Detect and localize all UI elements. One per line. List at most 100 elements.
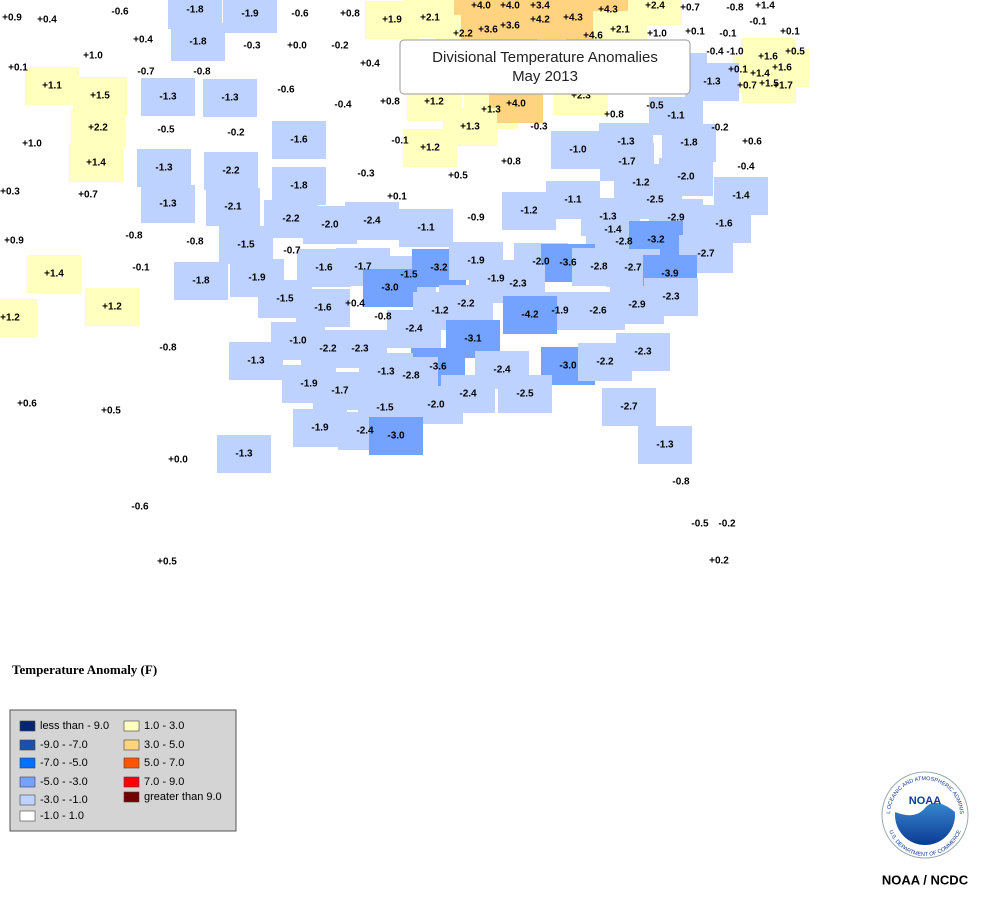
title-frame [399,39,691,95]
division-label: +0.5 [448,171,468,182]
division-label: -0.1 [749,17,767,28]
division-label: +1.0 [83,51,103,62]
division-label: -1.3 [656,440,674,451]
division-label: -1.3 [617,137,635,148]
legend-label: greater than 9.0 [144,791,222,803]
division-tile [387,310,441,348]
division-label: +3.6 [500,21,520,32]
division-label: +1.6 [772,63,792,74]
legend-title: Temperature Anomaly (F) [12,662,157,677]
division-label: -3.6 [429,362,447,373]
division-label: +4.3 [598,5,618,16]
division-tile [272,167,326,205]
division-tile [171,23,225,61]
division-label: -1.1 [417,223,435,234]
division-label: +0.1 [8,63,28,74]
division-tile [71,109,125,147]
division-label: +0.8 [380,97,400,108]
division-label: -2.7 [620,402,638,413]
division-label: -1.3 [377,367,395,378]
legend-label: less than - 9.0 [40,720,109,732]
division-label: -0.7 [137,67,155,78]
division-label: +1.0 [647,29,667,40]
division-label: +2.1 [610,25,630,36]
division-label: -2.7 [624,263,642,274]
logo-name: NOAA [909,795,941,807]
division-tile [140,543,194,581]
division-label: -1.8 [186,5,204,16]
legend-label: -9.0 - -7.0 [40,739,88,751]
division-label: +1.2 [424,97,444,108]
division-tile [20,1,74,39]
division-label: -2.2 [282,214,300,225]
division-label: +1.4 [44,269,64,280]
division-label: -1.7 [618,157,636,168]
division-label: -1.9 [241,9,259,20]
division-label: -1.0 [569,145,587,156]
legend-swatch [123,757,140,769]
division-label: -1.3 [235,449,253,460]
division-label: +2.4 [645,1,665,12]
division-label: +1.2 [420,143,440,154]
division-tile [343,45,397,83]
division-tile [168,223,222,261]
division-tile [73,77,127,115]
division-label: -3.6 [559,258,577,269]
division-label: -2.0 [427,400,445,411]
division-tile [209,114,263,152]
division-tile [692,542,746,580]
division-label: +0.0 [287,41,307,52]
division-label: +4.0 [471,1,491,12]
division-label: -1.8 [290,181,308,192]
division-tile [654,463,708,501]
division-tile [0,222,41,260]
division-label: -0.2 [718,519,736,530]
division-label: -1.5 [376,403,394,414]
division-label: -0.1 [132,263,150,274]
division-label: -0.2 [711,123,729,134]
division-label: -2.8 [590,262,608,273]
division-label: -2.4 [363,216,381,227]
division-tile [137,149,191,187]
division-label: -1.3 [159,199,177,210]
division-label: -2.2 [457,299,475,310]
division-label: -1.1 [564,195,582,206]
division-label: +4.2 [530,15,550,26]
division-label: +0.6 [742,137,762,148]
legend-label: -3.0 - -1.0 [40,794,88,806]
title-line2: May 2013 [512,68,578,85]
division-label: +0.1 [685,27,705,38]
division-label: -2.2 [319,344,337,355]
legend-label: 1.0 - 3.0 [144,720,184,732]
division-label: -1.9 [311,423,329,434]
division-label: -1.8 [680,138,698,149]
division-tile [0,299,37,337]
division-label: +0.7 [78,190,98,201]
division-labels: +0.9 +0.4 -0.6 -1.8 -1.9 -0.6 +0.8 +1.9 +2.1 +4.0… [0,1,805,568]
division-label: +0.7 [680,3,700,14]
division-label: +0.7 [737,81,757,92]
division-label: -1.9 [248,273,266,284]
division-label: +1.4 [86,158,106,169]
division-label: -1.6 [290,135,308,146]
division-tile [141,329,195,367]
division-label: +1.6 [758,52,778,63]
division-label: +1.2 [0,313,20,324]
division-tile [484,143,538,181]
division-label: -0.4 [334,100,352,111]
title-box: Divisional Temperature Anomalies May 201… [399,39,691,95]
division-label: -3.0 [559,361,577,372]
division-tiles [0,0,809,581]
division-label: -2.7 [697,249,715,260]
division-label: -2.4 [356,426,374,437]
division-label: -0.3 [530,122,548,133]
legend-swatch [19,810,36,822]
division-tile [0,385,54,423]
division-label: -2.2 [596,357,614,368]
division-label: +2.1 [420,13,440,24]
division-tile [114,249,168,287]
division-tile [69,144,123,182]
division-tile [551,131,605,169]
division-label: -1.9 [467,256,485,267]
title-line1: Divisional Temperature Anomalies [432,49,658,66]
